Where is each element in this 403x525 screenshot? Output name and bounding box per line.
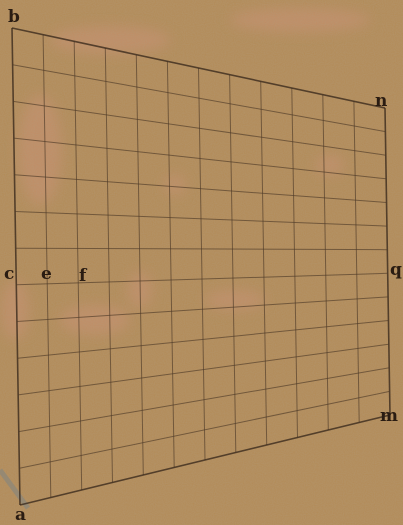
grid-line-horizontal xyxy=(13,100,386,156)
grid-line-vertical xyxy=(166,61,175,468)
grid-line-horizontal xyxy=(14,174,387,203)
perspective-grid xyxy=(11,27,391,506)
diagonal-stroke xyxy=(0,468,31,510)
grid-line-vertical xyxy=(104,47,113,483)
grid-line-horizontal xyxy=(18,367,390,433)
grid-line-vertical xyxy=(353,101,360,423)
grid-line-vertical xyxy=(73,41,83,491)
label-n: n xyxy=(375,91,387,111)
grid-line-horizontal xyxy=(19,390,390,469)
label-q: q xyxy=(390,260,402,280)
label-f: f xyxy=(79,266,88,286)
grid-border-vertical xyxy=(11,27,21,506)
grid-line-horizontal xyxy=(15,247,388,251)
grid-line-horizontal xyxy=(18,343,389,396)
grid-line-horizontal xyxy=(12,64,386,133)
grid-border-horizontal xyxy=(11,27,386,109)
grid-line-vertical xyxy=(322,94,329,431)
grid-border-vertical xyxy=(384,107,391,416)
label-c: c xyxy=(4,264,14,284)
grid-border-horizontal xyxy=(19,414,391,506)
grid-line-vertical xyxy=(42,34,52,498)
grid-line-vertical xyxy=(198,67,206,461)
label-b: b xyxy=(8,7,20,27)
grid-line-horizontal xyxy=(16,272,388,286)
grid-line-horizontal xyxy=(16,296,389,322)
grid-line-horizontal xyxy=(15,211,387,227)
grid-line-horizontal xyxy=(17,320,389,359)
grid-line-horizontal xyxy=(13,137,387,180)
label-m: m xyxy=(380,406,398,426)
grid-line-vertical xyxy=(229,74,237,453)
label-e: e xyxy=(41,264,52,284)
label-a: a xyxy=(15,505,26,525)
grid-line-vertical xyxy=(291,87,298,438)
grid-line-vertical xyxy=(135,54,144,476)
grid-line-vertical xyxy=(260,81,268,446)
